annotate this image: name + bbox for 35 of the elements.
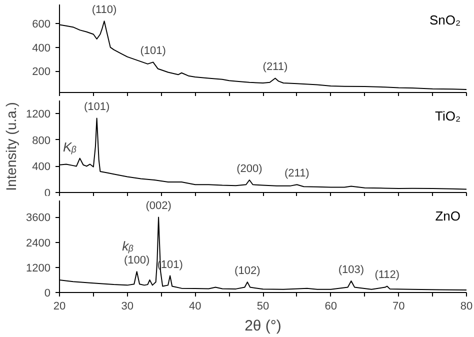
- y-tick-label: 800: [32, 134, 51, 147]
- y-tick-label: 2400: [26, 237, 51, 250]
- annotation: (102): [234, 265, 260, 278]
- y-tick-label: 600: [32, 18, 51, 31]
- text: ZnO: [435, 208, 461, 224]
- annotation: (101): [84, 101, 110, 114]
- annotation: (112): [374, 269, 400, 282]
- annotation: (211): [284, 168, 310, 180]
- y-tick-label: 3600: [26, 212, 51, 224]
- annotation: (110): [92, 4, 117, 16]
- x-tick-label: 20: [53, 300, 66, 312]
- y-tick-label: 1200: [26, 262, 51, 274]
- annotation: kᵦ: [122, 238, 134, 254]
- x-axis-title: 2θ (°): [244, 318, 282, 334]
- annotation: (211): [262, 61, 288, 74]
- annotation: (100): [124, 254, 150, 267]
- text: TiO₂: [434, 108, 461, 124]
- y-tick-label: 400: [32, 42, 51, 54]
- annotation: (103): [338, 264, 364, 276]
- annotation: Kᵦ: [63, 139, 77, 154]
- y-tick-label: 0: [44, 288, 51, 300]
- annotation: (002): [146, 200, 172, 212]
- annotation: (200): [236, 163, 262, 176]
- annotation: (101): [140, 45, 166, 58]
- text: SnO₂: [429, 12, 461, 28]
- x-tick-label: 50: [256, 300, 270, 312]
- x-tick-label: 40: [189, 300, 202, 312]
- x-tick-label: 30: [121, 300, 134, 312]
- y-axis-title: Intensity (u.a.): [3, 102, 20, 191]
- y-tick-label: 1200: [26, 108, 51, 121]
- y-tick-label: 200: [32, 66, 51, 78]
- x-tick-label: 70: [392, 300, 405, 312]
- x-tick-label: 80: [460, 300, 473, 312]
- y-tick-label: 400: [32, 161, 51, 174]
- x-tick-label: 60: [324, 300, 337, 312]
